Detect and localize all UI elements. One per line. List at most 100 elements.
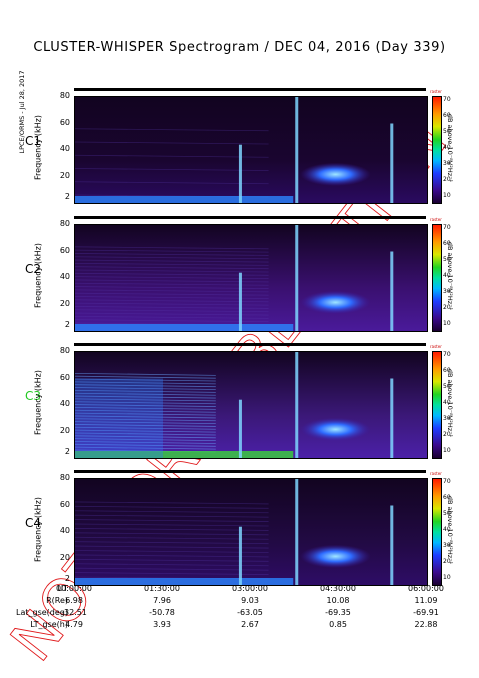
harmonic-emission-line bbox=[75, 446, 216, 450]
harmonic-emission-line bbox=[75, 381, 216, 385]
ephemeris-value: 3.93 bbox=[153, 620, 171, 629]
colorbar-tick-label: 60 bbox=[443, 494, 451, 501]
y-tick-label: 80 bbox=[59, 346, 70, 355]
harmonic-emission-line bbox=[75, 395, 216, 399]
colorbar-tick-label: 40 bbox=[443, 399, 451, 406]
harmonic-emission-line bbox=[75, 438, 216, 442]
colorbar-top-label: raster bbox=[430, 471, 442, 476]
ephemeris-label: LT_gse(h) bbox=[30, 620, 68, 629]
harmonic-emission-line bbox=[75, 309, 269, 313]
emission-patch bbox=[300, 290, 371, 315]
spacecraft-label: C2 bbox=[25, 262, 42, 276]
harmonic-emission-line bbox=[75, 412, 216, 416]
impulsive-emission-spike bbox=[295, 225, 299, 331]
y-tick-label: 20 bbox=[59, 298, 70, 308]
data-coverage-bar bbox=[74, 216, 426, 219]
spectrogram-image bbox=[75, 479, 427, 585]
broadband-emission bbox=[75, 378, 163, 458]
harmonic-emission-line bbox=[75, 409, 216, 413]
y-axis-label: Frequency (kHz) bbox=[33, 243, 43, 308]
harmonic-emission-line bbox=[75, 429, 216, 433]
colorbar-tick-label: 40 bbox=[443, 272, 451, 279]
colorbar-tick-label: 50 bbox=[443, 256, 451, 263]
harmonic-emission-line bbox=[75, 424, 216, 427]
colorbar-tick-label: 70 bbox=[443, 96, 451, 103]
colorbar bbox=[432, 96, 442, 204]
harmonic-emission-line bbox=[75, 256, 269, 260]
colorbar-tick-label: 20 bbox=[443, 431, 451, 438]
y-tick-label: 40 bbox=[59, 144, 70, 153]
y-axis-label: Frequency (kHz) bbox=[33, 115, 43, 180]
colorbar-top-label: raster bbox=[430, 89, 442, 94]
harmonic-emission-line bbox=[75, 302, 269, 306]
colorbar-tick-label: 40 bbox=[443, 526, 451, 533]
spectrogram-image bbox=[75, 225, 427, 331]
colorbar-tick-label: 50 bbox=[443, 383, 451, 390]
y-tick-label: 20 bbox=[59, 170, 70, 180]
ephemeris-value: 10.08 bbox=[326, 596, 350, 605]
ephemeris-value: 9.03 bbox=[241, 596, 259, 605]
harmonic-emission-line bbox=[75, 292, 269, 296]
emission-patch bbox=[300, 162, 371, 187]
y-tick-label: 40 bbox=[59, 399, 70, 408]
colorbar-tick-label: 10 bbox=[443, 447, 451, 454]
colorbar-tick-label: 10 bbox=[443, 574, 451, 581]
harmonic-emission-line bbox=[75, 378, 216, 382]
colorbar-tick-label: 50 bbox=[443, 128, 451, 135]
ephemeris-value: -32.51 bbox=[61, 608, 87, 617]
impulsive-emission-spike bbox=[295, 479, 299, 585]
x-tick-label: 06:00:00 bbox=[408, 584, 444, 593]
harmonic-emission-line bbox=[75, 168, 269, 171]
harmonic-emission-line bbox=[75, 407, 216, 410]
spectrogram-background bbox=[75, 479, 427, 585]
harmonic-emission-line bbox=[75, 554, 269, 558]
ephemeris-value: 22.88 bbox=[414, 620, 438, 629]
harmonic-emission-line bbox=[75, 154, 269, 158]
colorbar-tick-label: 70 bbox=[443, 351, 451, 358]
ephemeris-label: UT bbox=[57, 584, 68, 593]
harmonic-emission-line bbox=[75, 510, 269, 514]
y-tick-label: 20 bbox=[59, 425, 70, 435]
harmonic-emission-line bbox=[75, 389, 216, 393]
data-coverage-bar bbox=[74, 343, 426, 346]
colorbar-tick-label: 20 bbox=[443, 176, 451, 183]
ephemeris-value: 2.67 bbox=[241, 620, 259, 629]
harmonic-emission-line bbox=[75, 572, 269, 575]
low-frequency-band bbox=[75, 451, 294, 458]
colorbar bbox=[432, 224, 442, 332]
ephemeris-value: -63.05 bbox=[237, 608, 263, 617]
harmonic-emission-line bbox=[75, 262, 269, 266]
harmonic-emission-line bbox=[75, 514, 269, 518]
harmonic-emission-line bbox=[75, 282, 269, 286]
x-tick-label: 04:30:00 bbox=[320, 584, 356, 593]
harmonic-emission-line bbox=[75, 563, 269, 567]
colorbar-tick-label: 30 bbox=[443, 160, 451, 167]
harmonic-emission-line bbox=[75, 415, 216, 419]
impulsive-emission-spike bbox=[238, 399, 242, 458]
harmonic-emission-line bbox=[75, 421, 216, 425]
y-tick-label: 40 bbox=[59, 272, 70, 281]
harmonic-emission-line bbox=[75, 523, 269, 527]
y-tick-label: 2 bbox=[64, 191, 70, 201]
production-note: LPCE/ORMS - Jul 28, 2017 bbox=[18, 70, 26, 154]
ephemeris-label: R(Re) bbox=[46, 596, 68, 605]
impulsive-emission-spike bbox=[238, 144, 242, 203]
harmonic-emission-line bbox=[75, 528, 269, 531]
harmonic-emission-line bbox=[75, 418, 216, 422]
colorbar-tick-label: 20 bbox=[443, 558, 451, 565]
harmonic-emission-line bbox=[75, 501, 269, 505]
emission-patch bbox=[300, 544, 371, 569]
harmonic-emission-line bbox=[75, 443, 216, 447]
harmonic-emission-line bbox=[75, 289, 269, 293]
y-tick-label: 60 bbox=[59, 245, 70, 255]
emission-patch bbox=[300, 417, 371, 442]
harmonic-emission-line bbox=[75, 387, 216, 390]
harmonic-emission-line bbox=[75, 545, 269, 549]
impulsive-emission-spike bbox=[238, 272, 242, 331]
spectrogram-image bbox=[75, 352, 427, 458]
impulsive-emission-spike bbox=[390, 251, 394, 331]
spectrogram-plot bbox=[74, 224, 428, 332]
harmonic-emission-line bbox=[75, 272, 269, 276]
low-frequency-band bbox=[75, 578, 294, 585]
harmonic-emission-line bbox=[75, 392, 216, 396]
